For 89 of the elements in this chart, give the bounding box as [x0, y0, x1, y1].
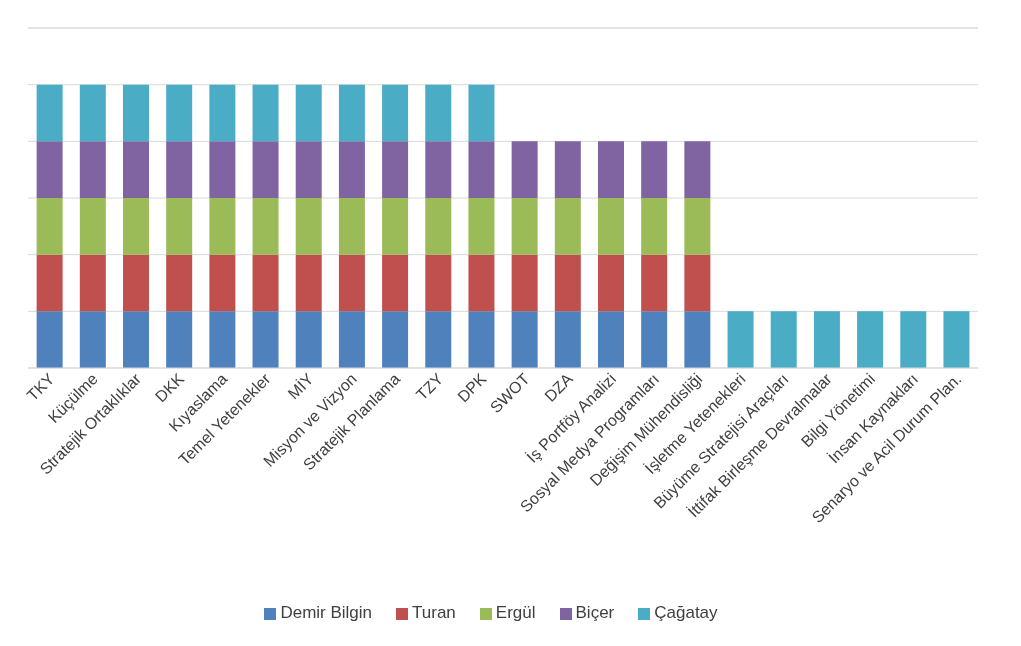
bar: [36, 141, 63, 198]
bar: [598, 254, 624, 312]
bar: [511, 254, 538, 312]
bar: [468, 141, 495, 198]
bar: [770, 311, 797, 368]
bar: [209, 254, 236, 312]
bar: [425, 254, 452, 312]
bar: [425, 198, 452, 255]
bar: [468, 198, 495, 255]
bar: [338, 198, 365, 255]
bar: [166, 141, 193, 198]
bar: [684, 198, 711, 255]
bar: [209, 141, 236, 198]
bar: [425, 84, 452, 142]
bar: [598, 311, 624, 368]
bar: [468, 311, 495, 368]
bar: [425, 311, 452, 368]
bar: [209, 84, 236, 142]
bar: [338, 141, 365, 198]
legend-label: Turan: [412, 603, 456, 622]
bar: [554, 311, 581, 368]
bar: [295, 311, 322, 368]
bar: [382, 198, 409, 255]
bar: [209, 311, 236, 368]
bar: [554, 198, 581, 255]
legend-label: Ergül: [495, 603, 536, 622]
bar: [123, 198, 149, 255]
bar: [79, 141, 106, 198]
bar: [36, 254, 63, 312]
bar: [727, 311, 754, 368]
bar: [338, 311, 365, 368]
x-tick-label: DZA: [541, 369, 577, 405]
bar: [468, 254, 495, 312]
bar: [79, 254, 106, 312]
bar: [641, 254, 668, 312]
bar: [598, 141, 624, 198]
bar: [295, 84, 322, 142]
bar: [598, 198, 624, 255]
bar: [123, 84, 149, 142]
bar: [511, 198, 538, 255]
bar: [511, 311, 538, 368]
bar: [641, 311, 668, 368]
bar: [857, 311, 884, 368]
bar: [252, 311, 279, 368]
bar: [382, 311, 409, 368]
bar: [295, 198, 322, 255]
bar: [166, 311, 193, 368]
bar: [123, 254, 149, 312]
bar: [684, 254, 711, 312]
bar: [36, 84, 63, 142]
bar: [123, 311, 149, 368]
bar: [252, 84, 279, 142]
bar: [684, 311, 711, 368]
bar: [684, 141, 711, 198]
bar: [511, 141, 538, 198]
bar: [166, 84, 193, 142]
bar: [166, 198, 193, 255]
bar: [209, 198, 236, 255]
bar: [166, 254, 193, 312]
bar: [382, 84, 409, 142]
bar: [123, 141, 149, 198]
bar: [900, 311, 927, 368]
bar: [79, 84, 106, 142]
bar: [252, 198, 279, 255]
bar: [641, 141, 668, 198]
bar: [295, 254, 322, 312]
bar: [813, 311, 840, 368]
legend-label: Biçer: [575, 603, 615, 622]
bar: [554, 141, 581, 198]
bar: [36, 198, 63, 255]
bar: [468, 84, 495, 142]
bar: [295, 141, 322, 198]
x-tick-label: MİY: [283, 369, 318, 403]
bar: [382, 254, 409, 312]
bar: [382, 141, 409, 198]
bar: [79, 198, 106, 255]
bar: [554, 254, 581, 312]
x-tick-label: TZY: [412, 369, 447, 404]
legend-label: Demir Bilgin: [280, 603, 373, 622]
bar: [425, 141, 452, 198]
legend-label: Çağatay: [654, 603, 718, 622]
bar: [338, 254, 365, 312]
bar: [79, 311, 106, 368]
bar: [252, 141, 279, 198]
bar: [252, 254, 279, 312]
bar: [36, 311, 63, 368]
bar: [641, 198, 668, 255]
bar: [943, 311, 970, 368]
bar: [338, 84, 365, 142]
